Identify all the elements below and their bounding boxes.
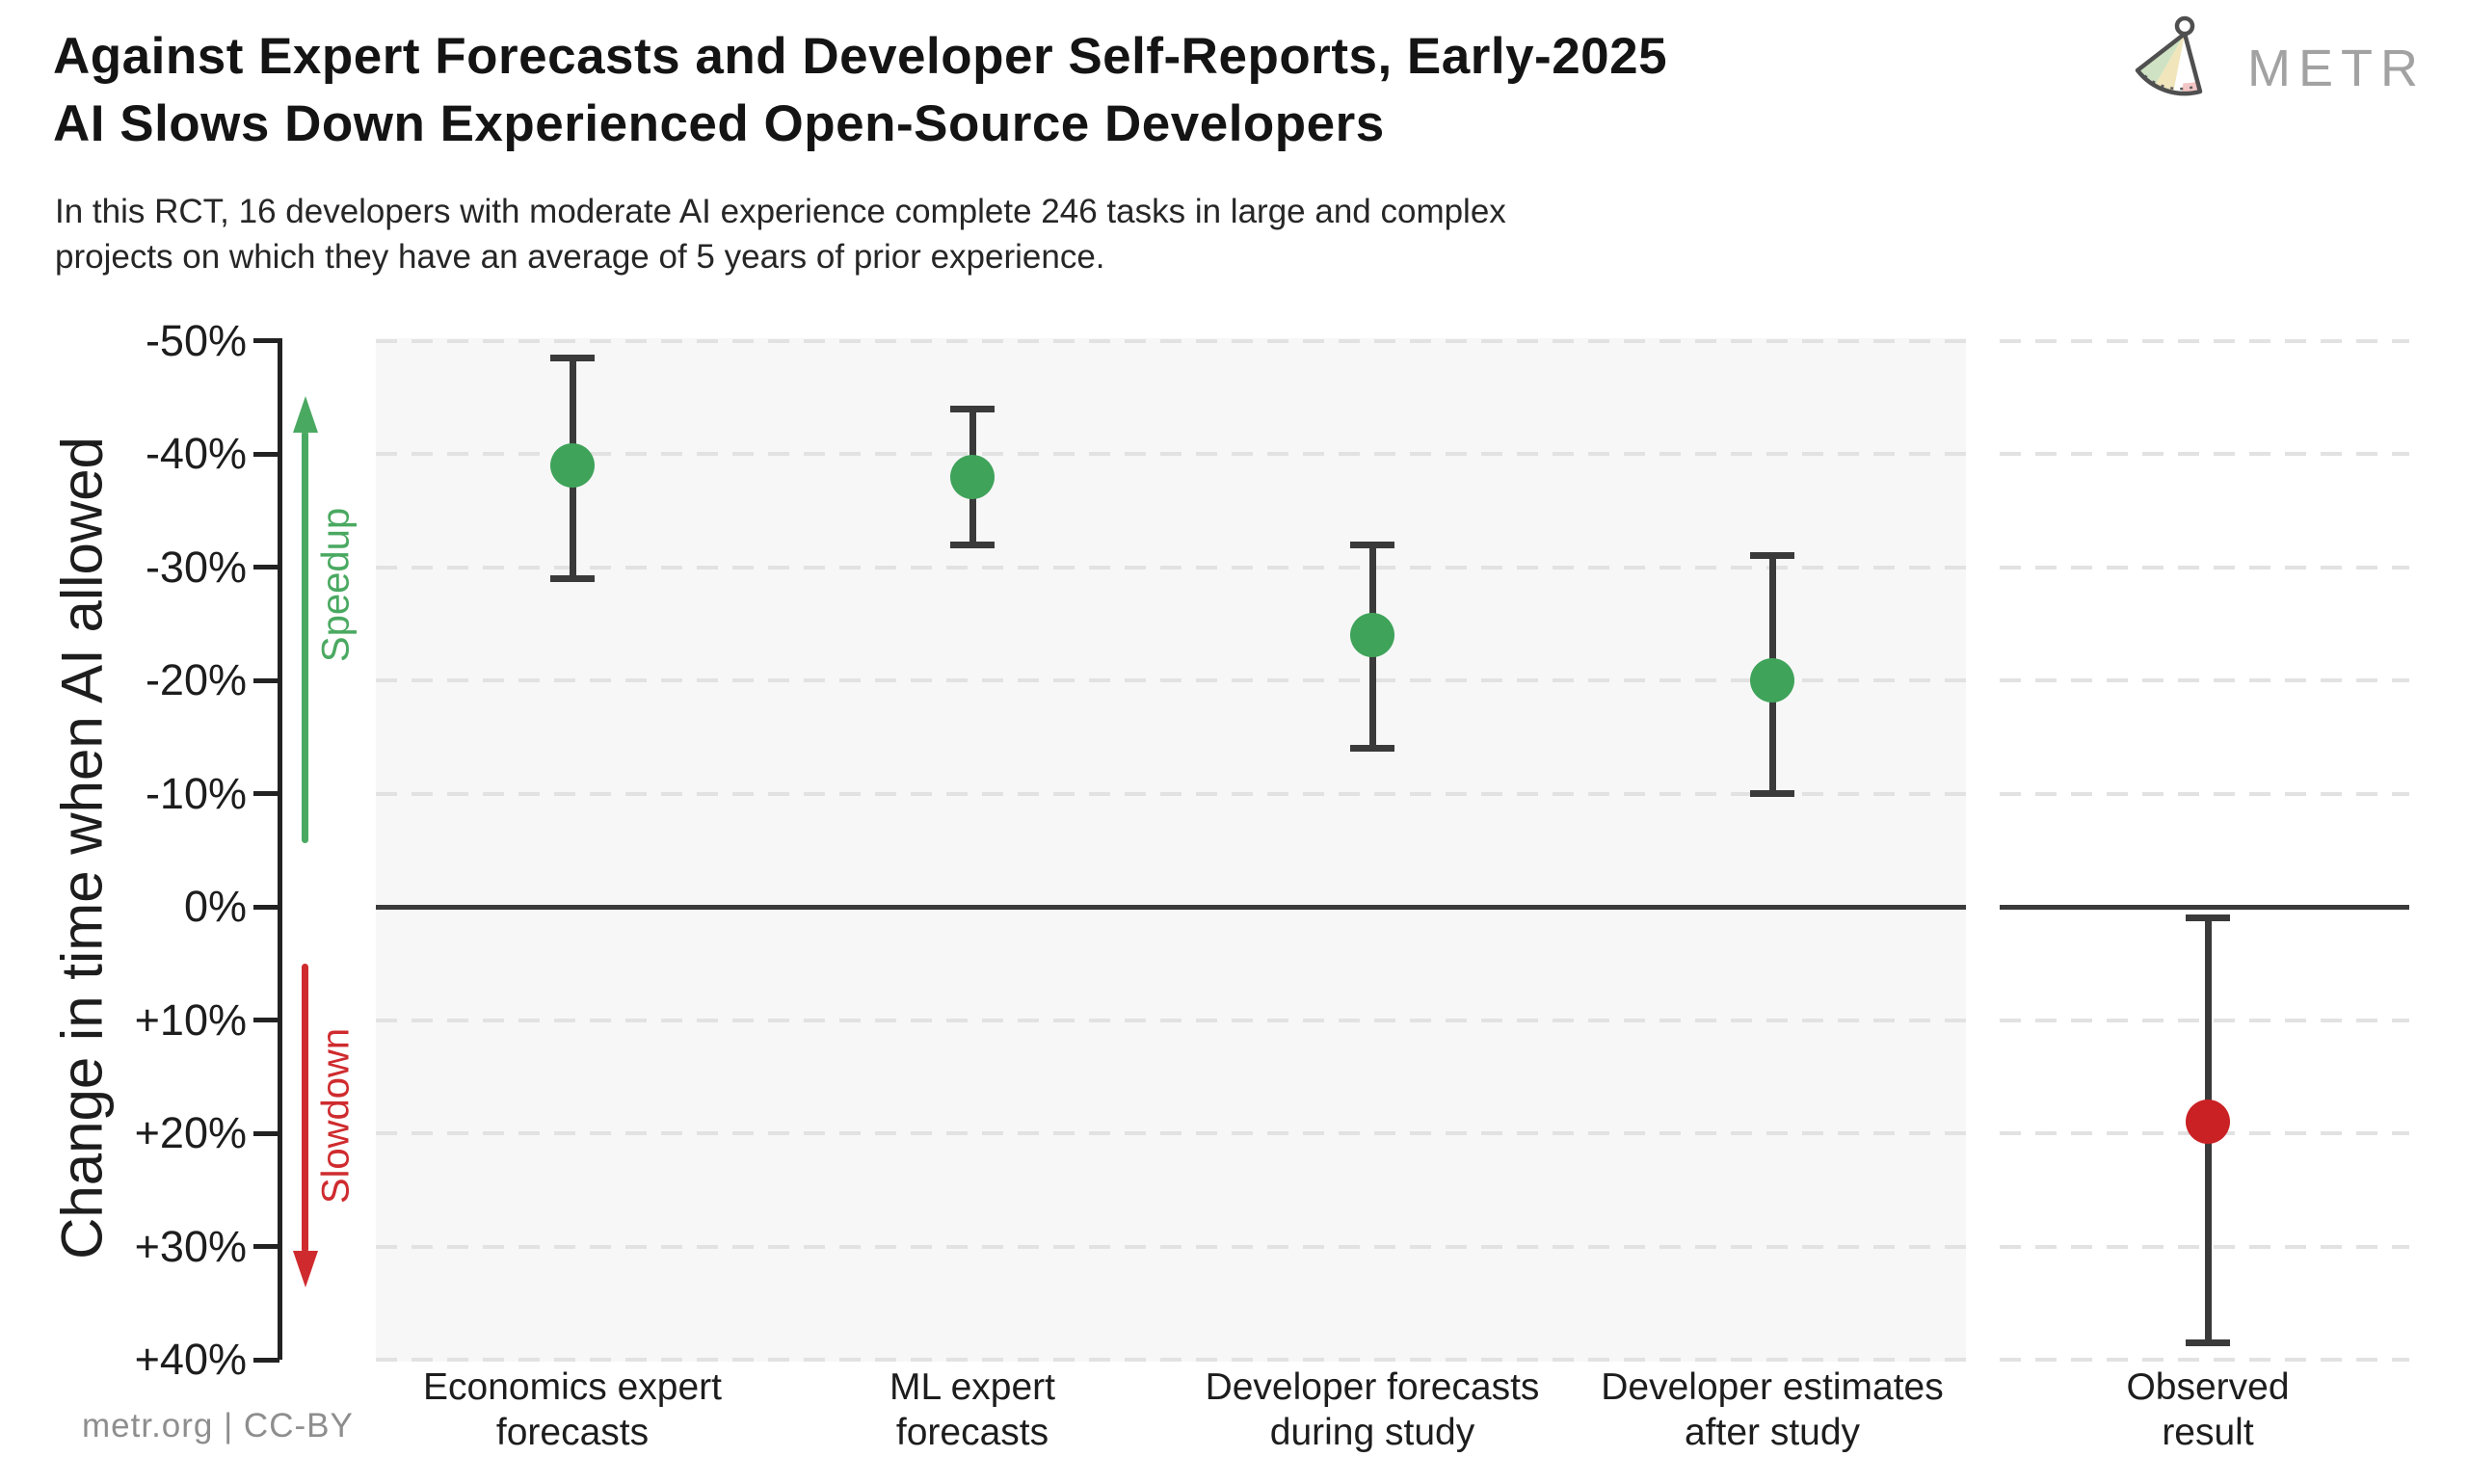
y-tick-label: +10% (134, 994, 247, 1045)
metr-pendulum-logo-icon (2135, 15, 2203, 96)
data-point-forecast (1750, 658, 1794, 702)
error-bar-cap-upper (1750, 552, 1794, 560)
gridline (376, 452, 1966, 456)
error-bar-cap-upper (550, 354, 595, 361)
x-category-label: Developer forecasts during study (1205, 1366, 1540, 1453)
error-bar-cap-upper (1350, 541, 1394, 548)
data-point-observed (2186, 1100, 2230, 1145)
data-point-forecast (1350, 613, 1394, 657)
error-bar-cap-lower (550, 574, 595, 582)
slowdown-arrow-shaft (302, 964, 308, 1253)
y-tick-label: -50% (145, 315, 247, 365)
gridline (2000, 791, 2409, 796)
y-tick-mark (253, 1244, 279, 1249)
page-title: Against Expert Forecasts and Developer S… (53, 28, 1668, 152)
zero-line-observed-panel (2000, 904, 2409, 910)
gridline (376, 338, 1966, 343)
y-tick-mark (253, 338, 279, 343)
data-point-forecast (550, 442, 595, 488)
gridline (2000, 1358, 2409, 1362)
gridline (376, 791, 1966, 796)
error-bar-cap-upper (2186, 914, 2230, 922)
data-point-forecast (950, 454, 995, 499)
forecast-panel-background (376, 338, 1966, 1362)
gridline (376, 1244, 1966, 1249)
error-bar-cap-lower (2186, 1338, 2230, 1346)
x-category-label: Economics expert forecasts (423, 1366, 722, 1453)
y-tick-mark (253, 451, 279, 457)
gridline (376, 565, 1966, 570)
metr-logo-text: METR (2247, 40, 2426, 97)
gridline (376, 1018, 1966, 1022)
gridline (2000, 452, 2409, 456)
gridline (2000, 338, 2409, 343)
y-axis-spine (278, 338, 282, 1360)
gridline (376, 1358, 1966, 1362)
y-tick-mark (253, 904, 279, 910)
y-tick-label: +40% (134, 1335, 247, 1384)
x-category-label: Observed result (2126, 1366, 2290, 1453)
y-tick-label: 0% (183, 882, 247, 931)
slowdown-arrow-head (293, 1251, 318, 1287)
footer-credit: metr.org | CC-BY (82, 1407, 354, 1444)
page-subtitle: In this RCT, 16 developers with moderate… (55, 193, 1506, 276)
y-tick-label: -10% (145, 768, 247, 818)
gridline (2000, 678, 2409, 682)
gridline (376, 678, 1966, 682)
y-tick-label: +30% (134, 1221, 247, 1271)
gridline (2000, 565, 2409, 570)
y-tick-mark (253, 1018, 279, 1022)
x-category-label: ML expert forecasts (889, 1366, 1055, 1453)
error-bar-cap-upper (950, 405, 995, 412)
y-tick-mark (253, 677, 279, 683)
y-tick-label: -40% (145, 429, 247, 478)
y-tick-mark (253, 1130, 279, 1136)
y-tick-label: -30% (145, 542, 247, 592)
error-bar-cap-lower (1750, 790, 1794, 797)
speedup-arrow-head (293, 396, 318, 433)
y-tick-mark (253, 1357, 279, 1363)
x-category-label: Developer estimates after study (1601, 1366, 1944, 1453)
y-tick-mark (253, 565, 279, 570)
speedup-arrow-shaft (302, 431, 308, 843)
error-bar-cap-lower (1350, 745, 1394, 752)
error-bar-cap-lower (950, 541, 995, 548)
gridline (376, 1131, 1966, 1135)
y-tick-mark (253, 791, 279, 796)
y-tick-label: +20% (134, 1108, 247, 1157)
y-tick-label: -20% (145, 655, 247, 704)
zero-line-forecast-panel (376, 904, 1966, 910)
